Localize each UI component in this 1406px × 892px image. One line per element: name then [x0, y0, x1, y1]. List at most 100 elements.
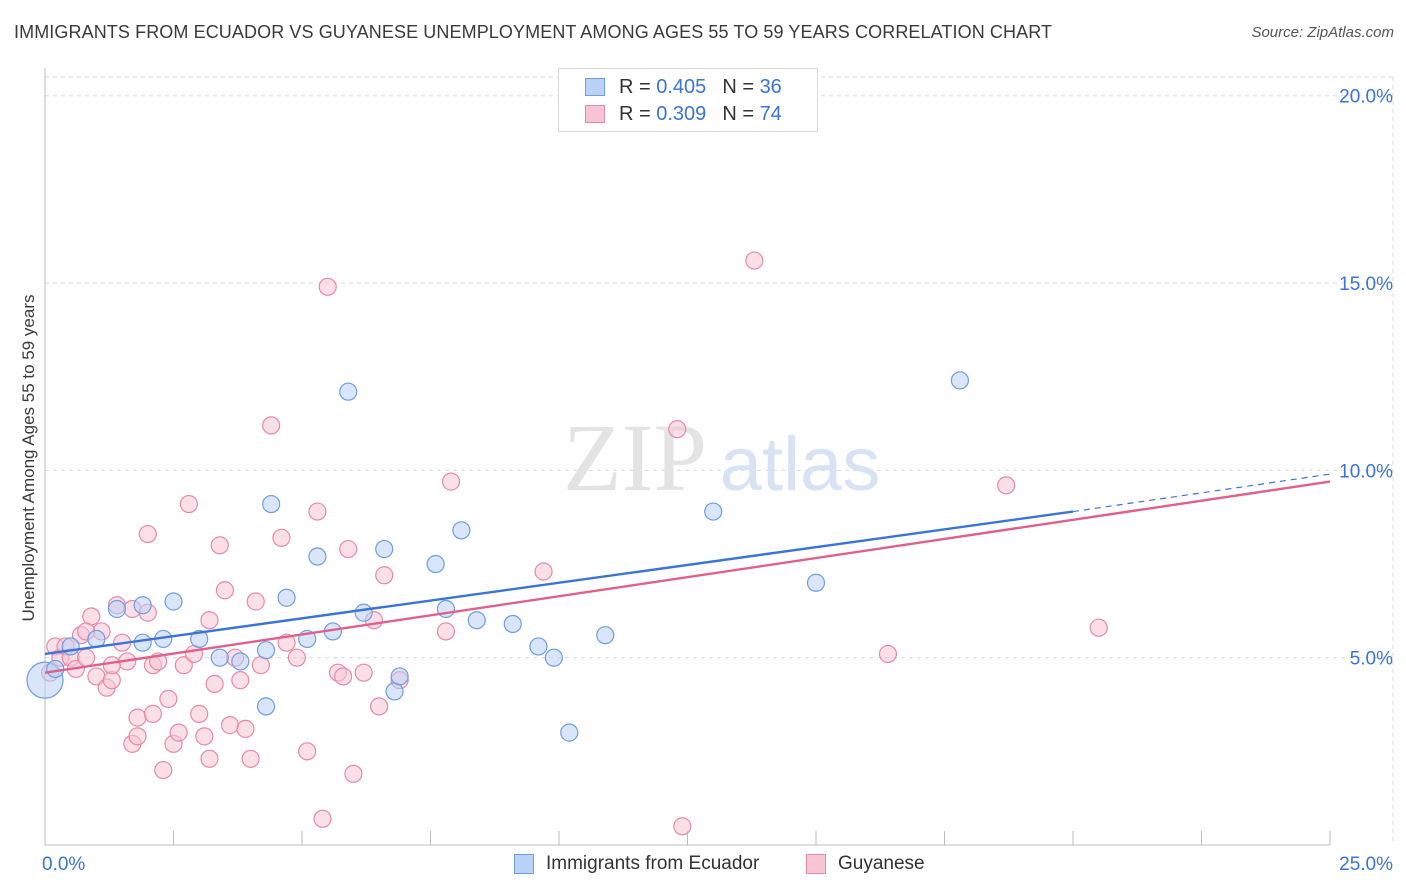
- data-point: [215, 581, 234, 600]
- legend-r-label: R =: [619, 75, 651, 98]
- legend-r-value: 0.309: [656, 102, 707, 125]
- data-point: [467, 611, 486, 630]
- legend-swatch-guyanese: [585, 105, 605, 123]
- data-point: [128, 727, 147, 746]
- legend-n-label: N =: [722, 75, 754, 98]
- source-label: Source: ZipAtlas.com: [1251, 24, 1394, 41]
- data-point: [179, 494, 199, 514]
- data-point: [560, 723, 579, 742]
- data-point: [441, 472, 461, 491]
- data-point: [1089, 618, 1108, 637]
- legend-row-guyanese: R = 0.309 N = 74: [585, 102, 782, 126]
- data-point: [308, 547, 327, 566]
- x-tick-label: 0.0%: [42, 854, 85, 875]
- data-point: [231, 652, 250, 671]
- data-point: [241, 749, 260, 768]
- data-point: [298, 742, 317, 761]
- bottom-legend-ecuador: Immigrants from Ecuador: [514, 852, 759, 876]
- data-point: [190, 704, 209, 723]
- data-point: [174, 656, 193, 675]
- data-point: [154, 760, 173, 780]
- data-point: [375, 566, 394, 585]
- data-point: [164, 592, 183, 611]
- y-tick-label: 15.0%: [1339, 274, 1393, 295]
- x-tick-label: 25.0%: [1339, 854, 1393, 875]
- watermark-atlas: atlas: [720, 422, 881, 507]
- data-point: [262, 494, 281, 514]
- data-point: [220, 716, 240, 735]
- data-point: [107, 599, 127, 619]
- y-tick-label: 20.0%: [1339, 87, 1393, 108]
- data-point: [436, 622, 456, 641]
- data-point: [133, 596, 152, 615]
- data-point: [673, 817, 692, 836]
- y-tick-label: 5.0%: [1350, 649, 1393, 670]
- data-point: [256, 697, 276, 716]
- data-point: [452, 521, 471, 540]
- data-point: [370, 697, 389, 716]
- data-point: [287, 648, 306, 667]
- data-point: [375, 539, 394, 559]
- data-point: [272, 528, 291, 547]
- data-point: [950, 371, 970, 390]
- data-point: [354, 663, 373, 682]
- legend-r-label: R =: [619, 102, 651, 125]
- data-point: [236, 719, 255, 738]
- trend-lines: [44, 473, 1331, 674]
- data-point: [195, 727, 214, 746]
- data-point: [354, 603, 373, 622]
- bottom-legend-label-guyanese: Guyanese: [838, 853, 925, 874]
- data-point: [313, 809, 332, 828]
- data-point: [334, 667, 353, 686]
- legend-swatch-ecuador: [585, 78, 605, 96]
- data-point: [544, 648, 563, 667]
- data-point: [704, 502, 723, 521]
- data-point: [159, 689, 178, 708]
- data-point: [878, 644, 898, 664]
- data-point: [668, 420, 687, 439]
- trend-line: [44, 510, 1074, 656]
- data-point: [143, 704, 163, 723]
- data-point: [231, 671, 250, 690]
- legend-row-ecuador: R = 0.405 N = 36: [585, 75, 782, 99]
- data-point: [205, 674, 224, 694]
- legend: R = 0.405 N = 36 R = 0.309 N = 74: [558, 68, 818, 132]
- data-point: [200, 749, 219, 768]
- trend-line-extension: [1072, 473, 1331, 513]
- data-point: [262, 416, 281, 435]
- data-point: [318, 277, 337, 296]
- bottom-legend-swatch-ecuador: [514, 854, 534, 874]
- chart-title: IMMIGRANTS FROM ECUADOR VS GUYANESE UNEM…: [14, 22, 1053, 42]
- data-point: [210, 648, 229, 667]
- data-point: [344, 764, 363, 783]
- data-point: [133, 633, 152, 652]
- data-point: [503, 614, 522, 634]
- tick-labels: 5.0% 10.0% 15.0% 20.0% 0.0% 25.0%: [42, 87, 1393, 875]
- legend-n-label: N =: [722, 102, 754, 125]
- y-axis-label: Unemployment Among Ages 55 to 59 years: [19, 295, 38, 622]
- watermark-zip: ZIP: [563, 404, 707, 511]
- data-point: [596, 626, 615, 645]
- legend-n-value: 36: [759, 75, 782, 98]
- data-point: [390, 667, 409, 686]
- data-point: [308, 502, 327, 521]
- data-point: [339, 539, 358, 559]
- y-tick-label: 10.0%: [1339, 461, 1393, 482]
- axes: [44, 68, 1331, 846]
- legend-n-value: 74: [759, 102, 782, 125]
- data-point: [210, 536, 229, 555]
- data-point: [190, 629, 209, 649]
- data-point: [77, 648, 96, 667]
- data-point: [426, 554, 445, 574]
- data-point: [200, 611, 219, 630]
- bottom-legend-label-ecuador: Immigrants from Ecuador: [546, 853, 760, 874]
- data-point: [529, 637, 548, 656]
- data-point: [138, 524, 157, 544]
- data-point: [256, 641, 276, 660]
- data-point: [806, 573, 826, 592]
- data-point: [339, 382, 358, 401]
- data-point: [169, 723, 188, 742]
- data-point: [745, 251, 764, 270]
- data-point: [246, 592, 265, 611]
